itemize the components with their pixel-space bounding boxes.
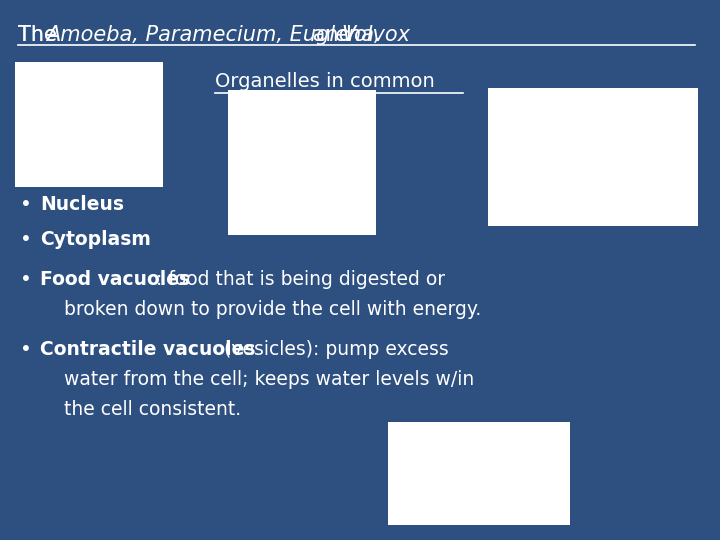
Text: water from the cell; keeps water levels w/in: water from the cell; keeps water levels … xyxy=(40,370,474,389)
FancyBboxPatch shape xyxy=(15,62,163,187)
Text: Nucleus: Nucleus xyxy=(40,195,124,214)
Text: •: • xyxy=(20,340,32,359)
Text: (vesicles): pump excess: (vesicles): pump excess xyxy=(218,340,449,359)
Text: Food vacuoles: Food vacuoles xyxy=(40,270,190,289)
Text: •: • xyxy=(20,230,32,249)
FancyBboxPatch shape xyxy=(488,88,698,226)
FancyBboxPatch shape xyxy=(388,422,570,525)
Text: : food that is being digested or: : food that is being digested or xyxy=(156,270,445,289)
Text: •: • xyxy=(20,195,32,214)
Text: the cell consistent.: the cell consistent. xyxy=(40,400,241,419)
Text: and: and xyxy=(306,25,359,45)
Text: broken down to provide the cell with energy.: broken down to provide the cell with ene… xyxy=(40,300,481,319)
Text: Cytoplasm: Cytoplasm xyxy=(40,230,151,249)
FancyBboxPatch shape xyxy=(228,90,376,235)
Text: Amoeba, Paramecium, Euglena,: Amoeba, Paramecium, Euglena, xyxy=(46,25,381,45)
Text: The: The xyxy=(18,25,63,45)
Text: •: • xyxy=(20,270,32,289)
Text: The: The xyxy=(18,25,63,45)
Text: Volvox: Volvox xyxy=(341,25,410,45)
Text: Contractile vacuoles: Contractile vacuoles xyxy=(40,340,256,359)
Text: Organelles in common: Organelles in common xyxy=(215,72,435,91)
